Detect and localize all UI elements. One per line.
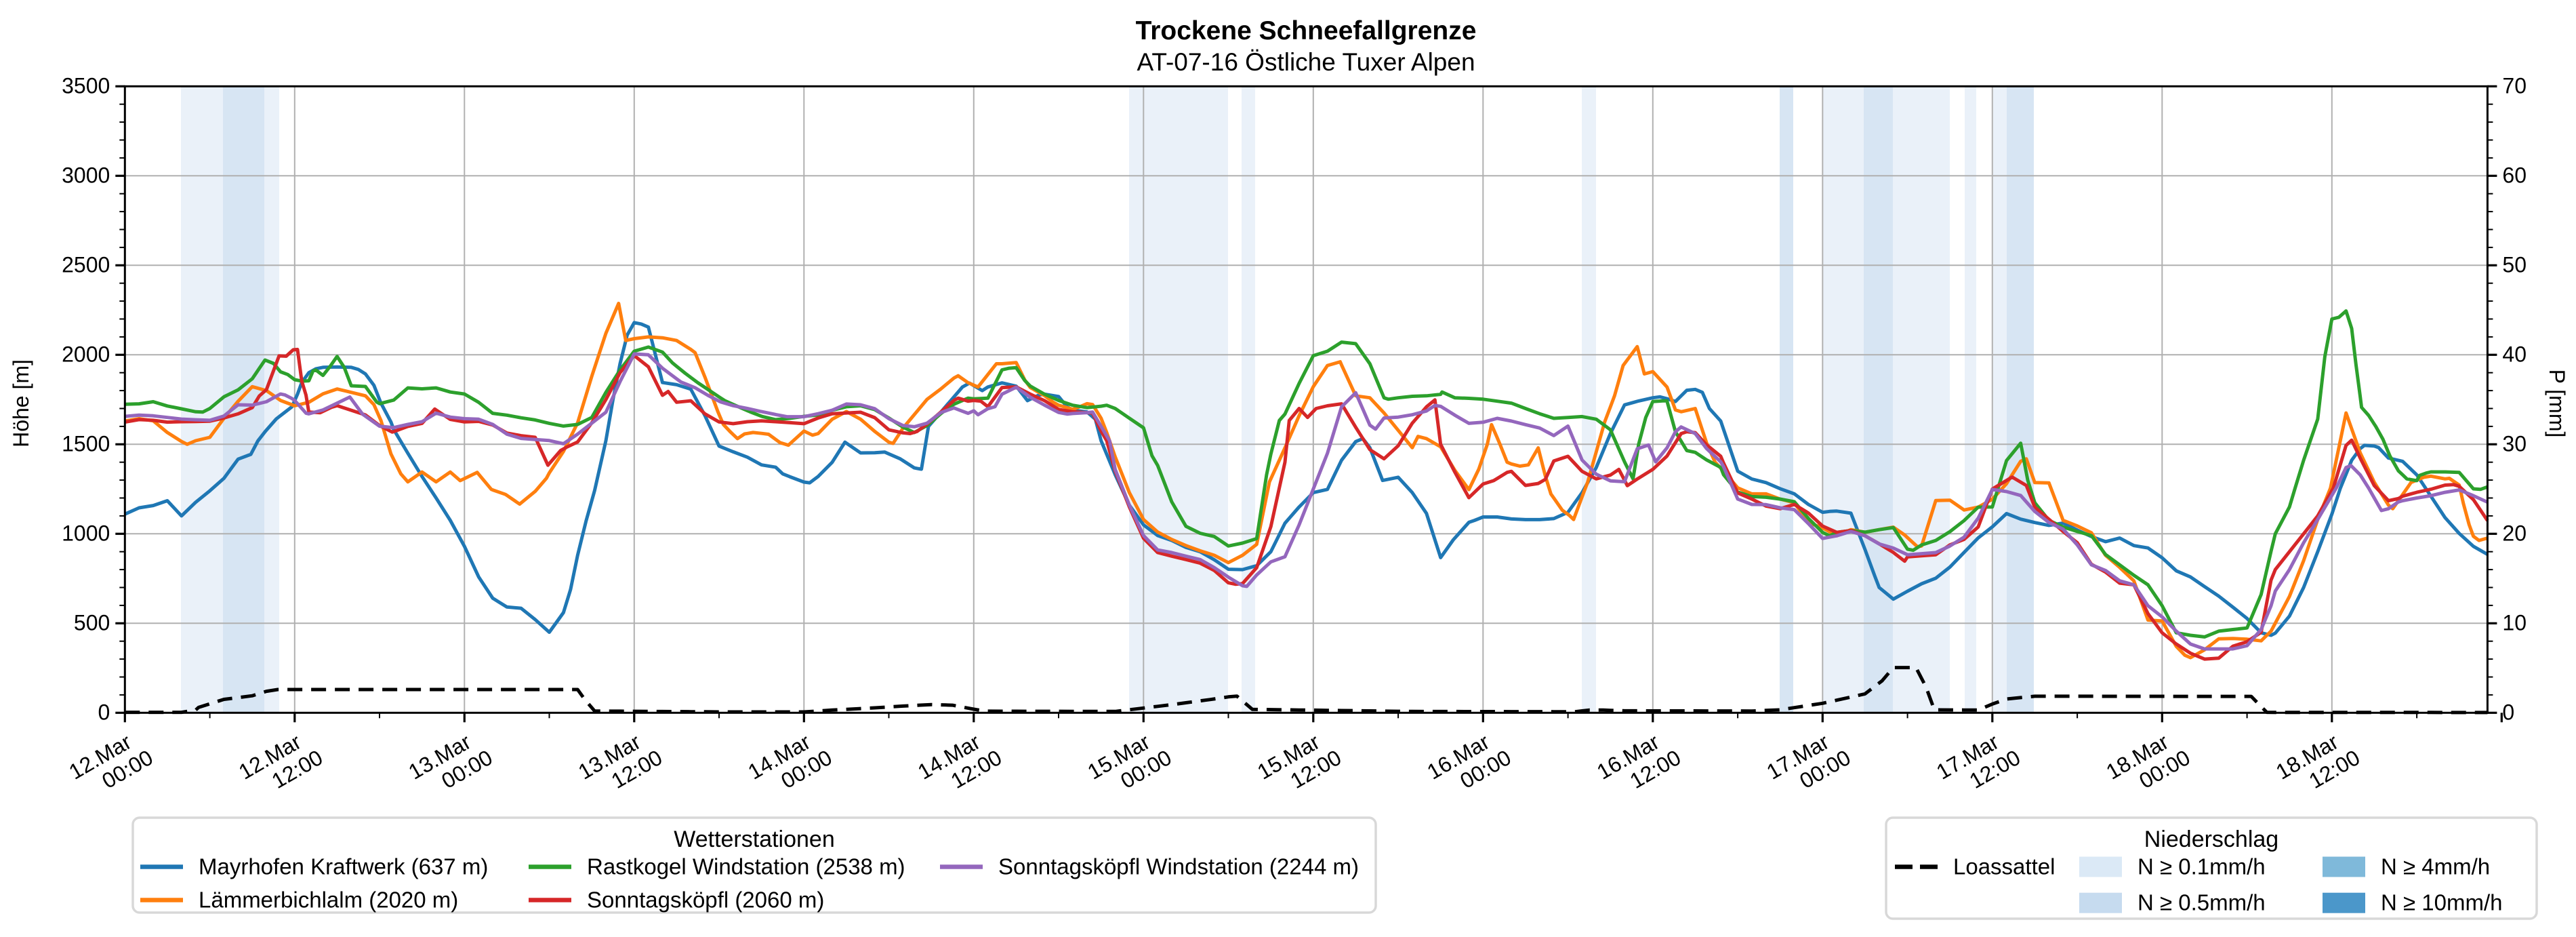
svg-text:AT-07-16 Östliche Tuxer Alpen: AT-07-16 Östliche Tuxer Alpen	[1137, 48, 1475, 76]
svg-text:N ≥ 4mm/h: N ≥ 4mm/h	[2381, 854, 2490, 879]
svg-text:500: 500	[74, 610, 110, 635]
svg-text:0: 0	[2502, 700, 2514, 724]
svg-text:0: 0	[98, 700, 110, 724]
svg-text:Trockene Schneefallgrenze: Trockene Schneefallgrenze	[1136, 16, 1477, 45]
svg-text:Mayrhofen Kraftwerk (637 m): Mayrhofen Kraftwerk (637 m)	[199, 854, 488, 879]
svg-text:2000: 2000	[62, 342, 110, 366]
svg-text:N ≥ 10mm/h: N ≥ 10mm/h	[2381, 890, 2503, 915]
svg-text:Wetterstationen: Wetterstationen	[674, 826, 835, 852]
svg-text:N ≥ 0.1mm/h: N ≥ 0.1mm/h	[2138, 854, 2266, 879]
svg-text:Niederschlag: Niederschlag	[2144, 826, 2278, 852]
svg-text:1000: 1000	[62, 521, 110, 545]
svg-text:1500: 1500	[62, 431, 110, 456]
svg-text:10: 10	[2502, 610, 2527, 635]
svg-text:40: 40	[2502, 342, 2527, 366]
svg-text:3500: 3500	[62, 73, 110, 98]
svg-text:Lämmerbichlalm (2020 m): Lämmerbichlalm (2020 m)	[199, 888, 458, 913]
svg-text:P [mm]: P [mm]	[2545, 370, 2569, 438]
svg-text:3000: 3000	[62, 163, 110, 187]
svg-text:Sonntagsköpfl (2060 m): Sonntagsköpfl (2060 m)	[587, 888, 824, 913]
svg-text:N ≥ 0.5mm/h: N ≥ 0.5mm/h	[2138, 890, 2266, 915]
svg-text:50: 50	[2502, 252, 2527, 277]
svg-text:Höhe [m]: Höhe [m]	[9, 359, 33, 447]
svg-text:Loassattel: Loassattel	[1953, 854, 2055, 879]
svg-text:Rastkogel Windstation (2538 m): Rastkogel Windstation (2538 m)	[587, 854, 905, 879]
svg-text:20: 20	[2502, 521, 2527, 545]
svg-text:70: 70	[2502, 73, 2527, 98]
svg-text:Sonntagsköpfl Windstation (224: Sonntagsköpfl Windstation (2244 m)	[998, 854, 1359, 879]
svg-text:60: 60	[2502, 163, 2527, 187]
svg-text:2500: 2500	[62, 252, 110, 277]
svg-text:30: 30	[2502, 431, 2527, 456]
